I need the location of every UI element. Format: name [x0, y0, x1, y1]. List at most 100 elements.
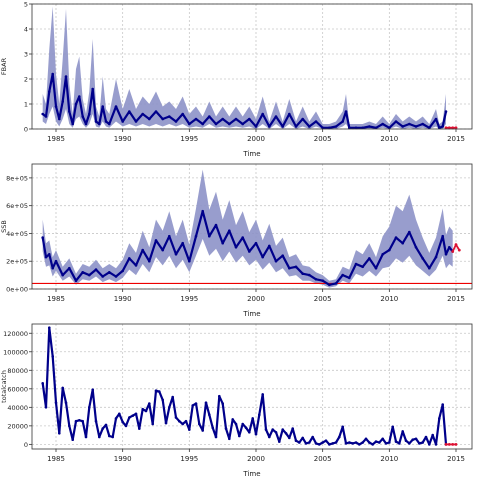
data-point — [154, 110, 158, 113]
data-point — [441, 234, 445, 238]
data-point — [114, 417, 118, 420]
data-point — [374, 126, 378, 130]
data-point — [84, 435, 88, 439]
data-point — [44, 115, 48, 118]
data-point — [251, 417, 254, 420]
data-point — [48, 326, 51, 330]
x-tick-label: 2010 — [380, 135, 398, 143]
data-point — [211, 426, 214, 430]
data-point — [54, 105, 58, 108]
data-point — [141, 407, 144, 411]
data-point — [321, 441, 325, 444]
data-point — [164, 421, 168, 425]
data-point — [68, 266, 71, 270]
y-tick-label: 1 — [24, 101, 28, 109]
data-point — [48, 253, 51, 256]
y-tick-label: 2e+05 — [6, 258, 28, 266]
data-point — [114, 275, 118, 278]
data-point — [228, 437, 231, 441]
data-point — [354, 441, 358, 444]
y-axis-label: totalcatch — [0, 370, 8, 403]
data-point — [88, 273, 91, 277]
data-point — [228, 122, 231, 126]
data-point — [288, 112, 291, 116]
data-point — [394, 236, 398, 239]
data-point — [178, 419, 181, 423]
y-tick-label: 120000 — [3, 330, 28, 338]
data-point — [231, 418, 234, 421]
data-point — [111, 435, 114, 439]
data-point — [64, 75, 68, 78]
data-point — [424, 435, 428, 439]
data-point — [428, 266, 431, 270]
data-point — [88, 406, 91, 409]
data-point — [324, 439, 328, 443]
data-point — [208, 413, 211, 417]
forecast-point — [444, 443, 448, 446]
x-tick-label: 1995 — [180, 295, 198, 303]
y-tick-label: 40000 — [7, 404, 28, 412]
x-tick-label: 2015 — [447, 295, 465, 303]
data-point — [341, 425, 345, 429]
data-point — [354, 262, 358, 266]
data-point — [328, 443, 331, 446]
data-point — [361, 441, 365, 444]
data-point — [391, 425, 395, 429]
data-point — [308, 125, 311, 128]
data-point — [348, 276, 351, 280]
data-point — [168, 115, 171, 118]
chart-panel-2: 1985 1990 1995 2000 2005 2010 2015 0e+00 2e+05 4e… — [0, 163, 473, 318]
data-point — [71, 122, 74, 126]
data-point — [194, 402, 198, 405]
data-point — [214, 435, 218, 439]
data-point — [338, 435, 341, 439]
data-point — [81, 271, 84, 274]
data-point — [321, 279, 325, 283]
x-tick-label: 1985 — [47, 295, 65, 303]
y-tick-label: 0e+00 — [6, 286, 28, 294]
data-point — [84, 122, 88, 126]
data-point — [134, 412, 138, 416]
x-tick-label: 2000 — [247, 295, 265, 303]
y-tick-label: 0 — [24, 441, 28, 449]
data-point — [371, 443, 375, 446]
data-point — [334, 441, 338, 444]
x-tick-label: 2015 — [447, 135, 465, 143]
data-point — [271, 428, 275, 431]
data-point — [368, 125, 371, 128]
y-tick-label: 5 — [24, 1, 28, 9]
data-point — [108, 434, 111, 438]
data-point — [148, 117, 151, 121]
data-point — [348, 441, 351, 444]
y-axis-label: FBAR — [0, 57, 8, 75]
x-tick-label: 1995 — [180, 455, 198, 463]
data-point — [331, 442, 335, 445]
data-point — [418, 442, 421, 445]
data-point — [421, 122, 425, 126]
data-point — [174, 253, 178, 256]
data-point — [421, 257, 425, 260]
data-point — [394, 440, 398, 443]
data-point — [278, 440, 281, 443]
data-point — [381, 253, 385, 256]
data-point — [394, 120, 398, 123]
y-tick-label: 8e+05 — [6, 174, 28, 182]
data-point — [191, 404, 194, 407]
x-tick-label: 1990 — [114, 295, 132, 303]
data-point — [254, 432, 258, 436]
data-point — [401, 241, 405, 245]
forecast-point — [454, 126, 458, 130]
data-point — [188, 122, 191, 126]
plot-frame — [31, 163, 473, 290]
y-axis-label: SSB — [0, 220, 8, 233]
data-point — [101, 105, 104, 108]
data-point — [298, 441, 301, 444]
data-point — [94, 268, 98, 271]
data-point — [344, 442, 348, 445]
data-point — [428, 126, 431, 130]
data-point — [174, 416, 178, 419]
data-point — [201, 429, 204, 432]
data-point — [141, 248, 144, 252]
data-point — [248, 250, 251, 253]
data-point — [161, 248, 164, 252]
